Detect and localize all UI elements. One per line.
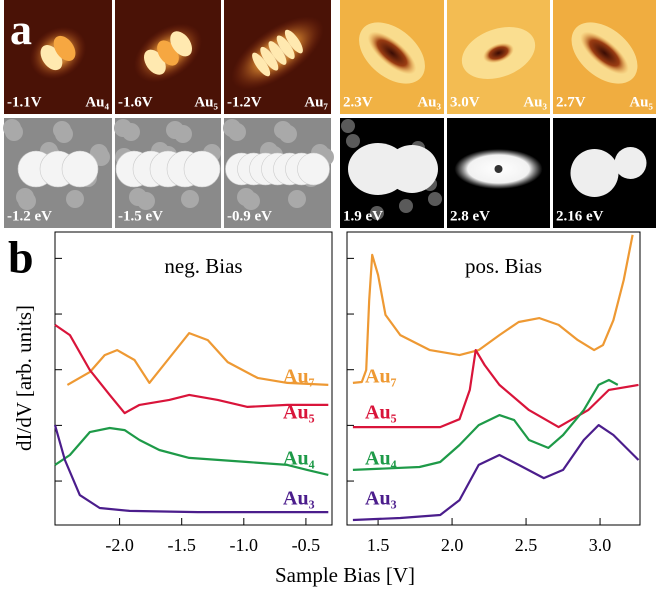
series-label: Au₇ (365, 366, 397, 388)
image-tile: -1.2V Au₇ (219, 0, 335, 114)
substrate-dot (228, 123, 246, 141)
tile-bias-label: -1.5 eV (118, 208, 163, 224)
x-tick-label: 1.5 (367, 535, 390, 555)
substrate-dot (279, 125, 297, 143)
image-tile: -1.6V Au₅ (115, 0, 221, 114)
tile-bias-label: 2.3V (343, 94, 373, 110)
image-tile: 2.8 eV (447, 118, 550, 228)
panel-letter: a (10, 5, 32, 54)
x-tick-label: -0.5 (292, 535, 321, 555)
substrate-dot (122, 123, 140, 141)
x-tick-label: 2.5 (515, 535, 538, 555)
image-tile: -1.2 eV (3, 118, 112, 228)
tile-bias-label: -1.2 eV (7, 208, 52, 224)
series-label: Au₅ (283, 402, 315, 424)
x-tick-label: 3.0 (589, 535, 612, 555)
series-label: Au₇ (283, 366, 315, 388)
image-tile: 1.9 eV (340, 118, 444, 228)
series-label: Au₄ (283, 448, 315, 470)
blob (615, 147, 647, 179)
image-tile: 3.0V Au₃ (447, 0, 550, 114)
image-tile: 2.7V Au₅ (553, 0, 656, 114)
image-tile: -1.5 eV (114, 118, 221, 228)
tile-cluster-label: Au₄ (85, 94, 109, 110)
image-tile: -0.9 eV (223, 118, 334, 228)
substrate-dot (181, 190, 199, 208)
tile-bias-label: 2.7V (556, 94, 586, 110)
tile-cluster-label: Au₅ (629, 94, 653, 110)
image-tile: 2.3V Au₃ (340, 0, 444, 114)
substrate-dot (341, 119, 355, 133)
x-tick-label: -2.0 (105, 535, 134, 555)
series-label: Au₃ (365, 488, 397, 510)
tile-bias-label: 2.16 eV (556, 208, 604, 224)
figure: -1.1VAu₄-1.6VAu₅-1.2VAu₇2.3VAu₃3.0VAu₃2.… (0, 0, 657, 592)
image-tile: 2.16 eV (553, 118, 656, 228)
substrate-dot (174, 125, 192, 143)
tile-bias-label: 2.8 eV (450, 208, 490, 224)
tile-cluster-label: Au₇ (304, 94, 328, 110)
substrate-dot (346, 134, 360, 148)
chart-title: pos. Bias (465, 254, 542, 278)
series-label: Au₃ (283, 488, 315, 510)
substrate-dot (242, 192, 260, 210)
substrate-dot (55, 125, 73, 143)
lobe (62, 151, 98, 187)
chart-title: neg. Bias (164, 254, 242, 278)
tile-bias-label: -0.9 eV (227, 208, 272, 224)
series-label: Au₄ (365, 448, 397, 470)
tile-bias-label: -1.2V (227, 94, 262, 110)
node (495, 165, 503, 173)
tile-bias-label: -1.6V (118, 94, 153, 110)
lobe (298, 153, 330, 185)
x-tick-label: 2.0 (441, 535, 464, 555)
chart: pos. Bias 1.5 2.0 2.5 3.0 Au₇ Au₅ Au₄ Au₃ (347, 232, 640, 555)
lobe (184, 151, 220, 187)
x-axis-label: Sample Bias [V] (275, 563, 415, 587)
substrate-dot (137, 192, 155, 210)
x-tick-label: -1.0 (230, 535, 259, 555)
y-axis-label: dI/dV [arb. units] (12, 305, 36, 451)
substrate-dot (18, 192, 36, 210)
x-tick-label: -1.5 (167, 535, 196, 555)
chart: neg. Bias -2.0 -1.5 -1.0 -0.5 Au₇ Au₅ Au₄ Au₃ (55, 232, 332, 555)
series-label: Au₅ (365, 402, 397, 424)
tile-bias-label: 1.9 eV (343, 208, 383, 224)
panel-letter: b (8, 232, 34, 283)
substrate-dot (288, 190, 306, 208)
substrate-dot (399, 199, 413, 213)
blob (571, 149, 619, 197)
blob (386, 145, 438, 193)
tile-cluster-label: Au₅ (194, 94, 218, 110)
tile-bias-label: 3.0V (450, 94, 480, 110)
substrate-dot (428, 192, 442, 206)
tile-bias-label: -1.1V (7, 94, 42, 110)
tile-cluster-label: Au₃ (417, 94, 441, 110)
substrate-dot (66, 190, 84, 208)
substrate-dot (5, 123, 23, 141)
tile-cluster-label: Au₃ (523, 94, 547, 110)
